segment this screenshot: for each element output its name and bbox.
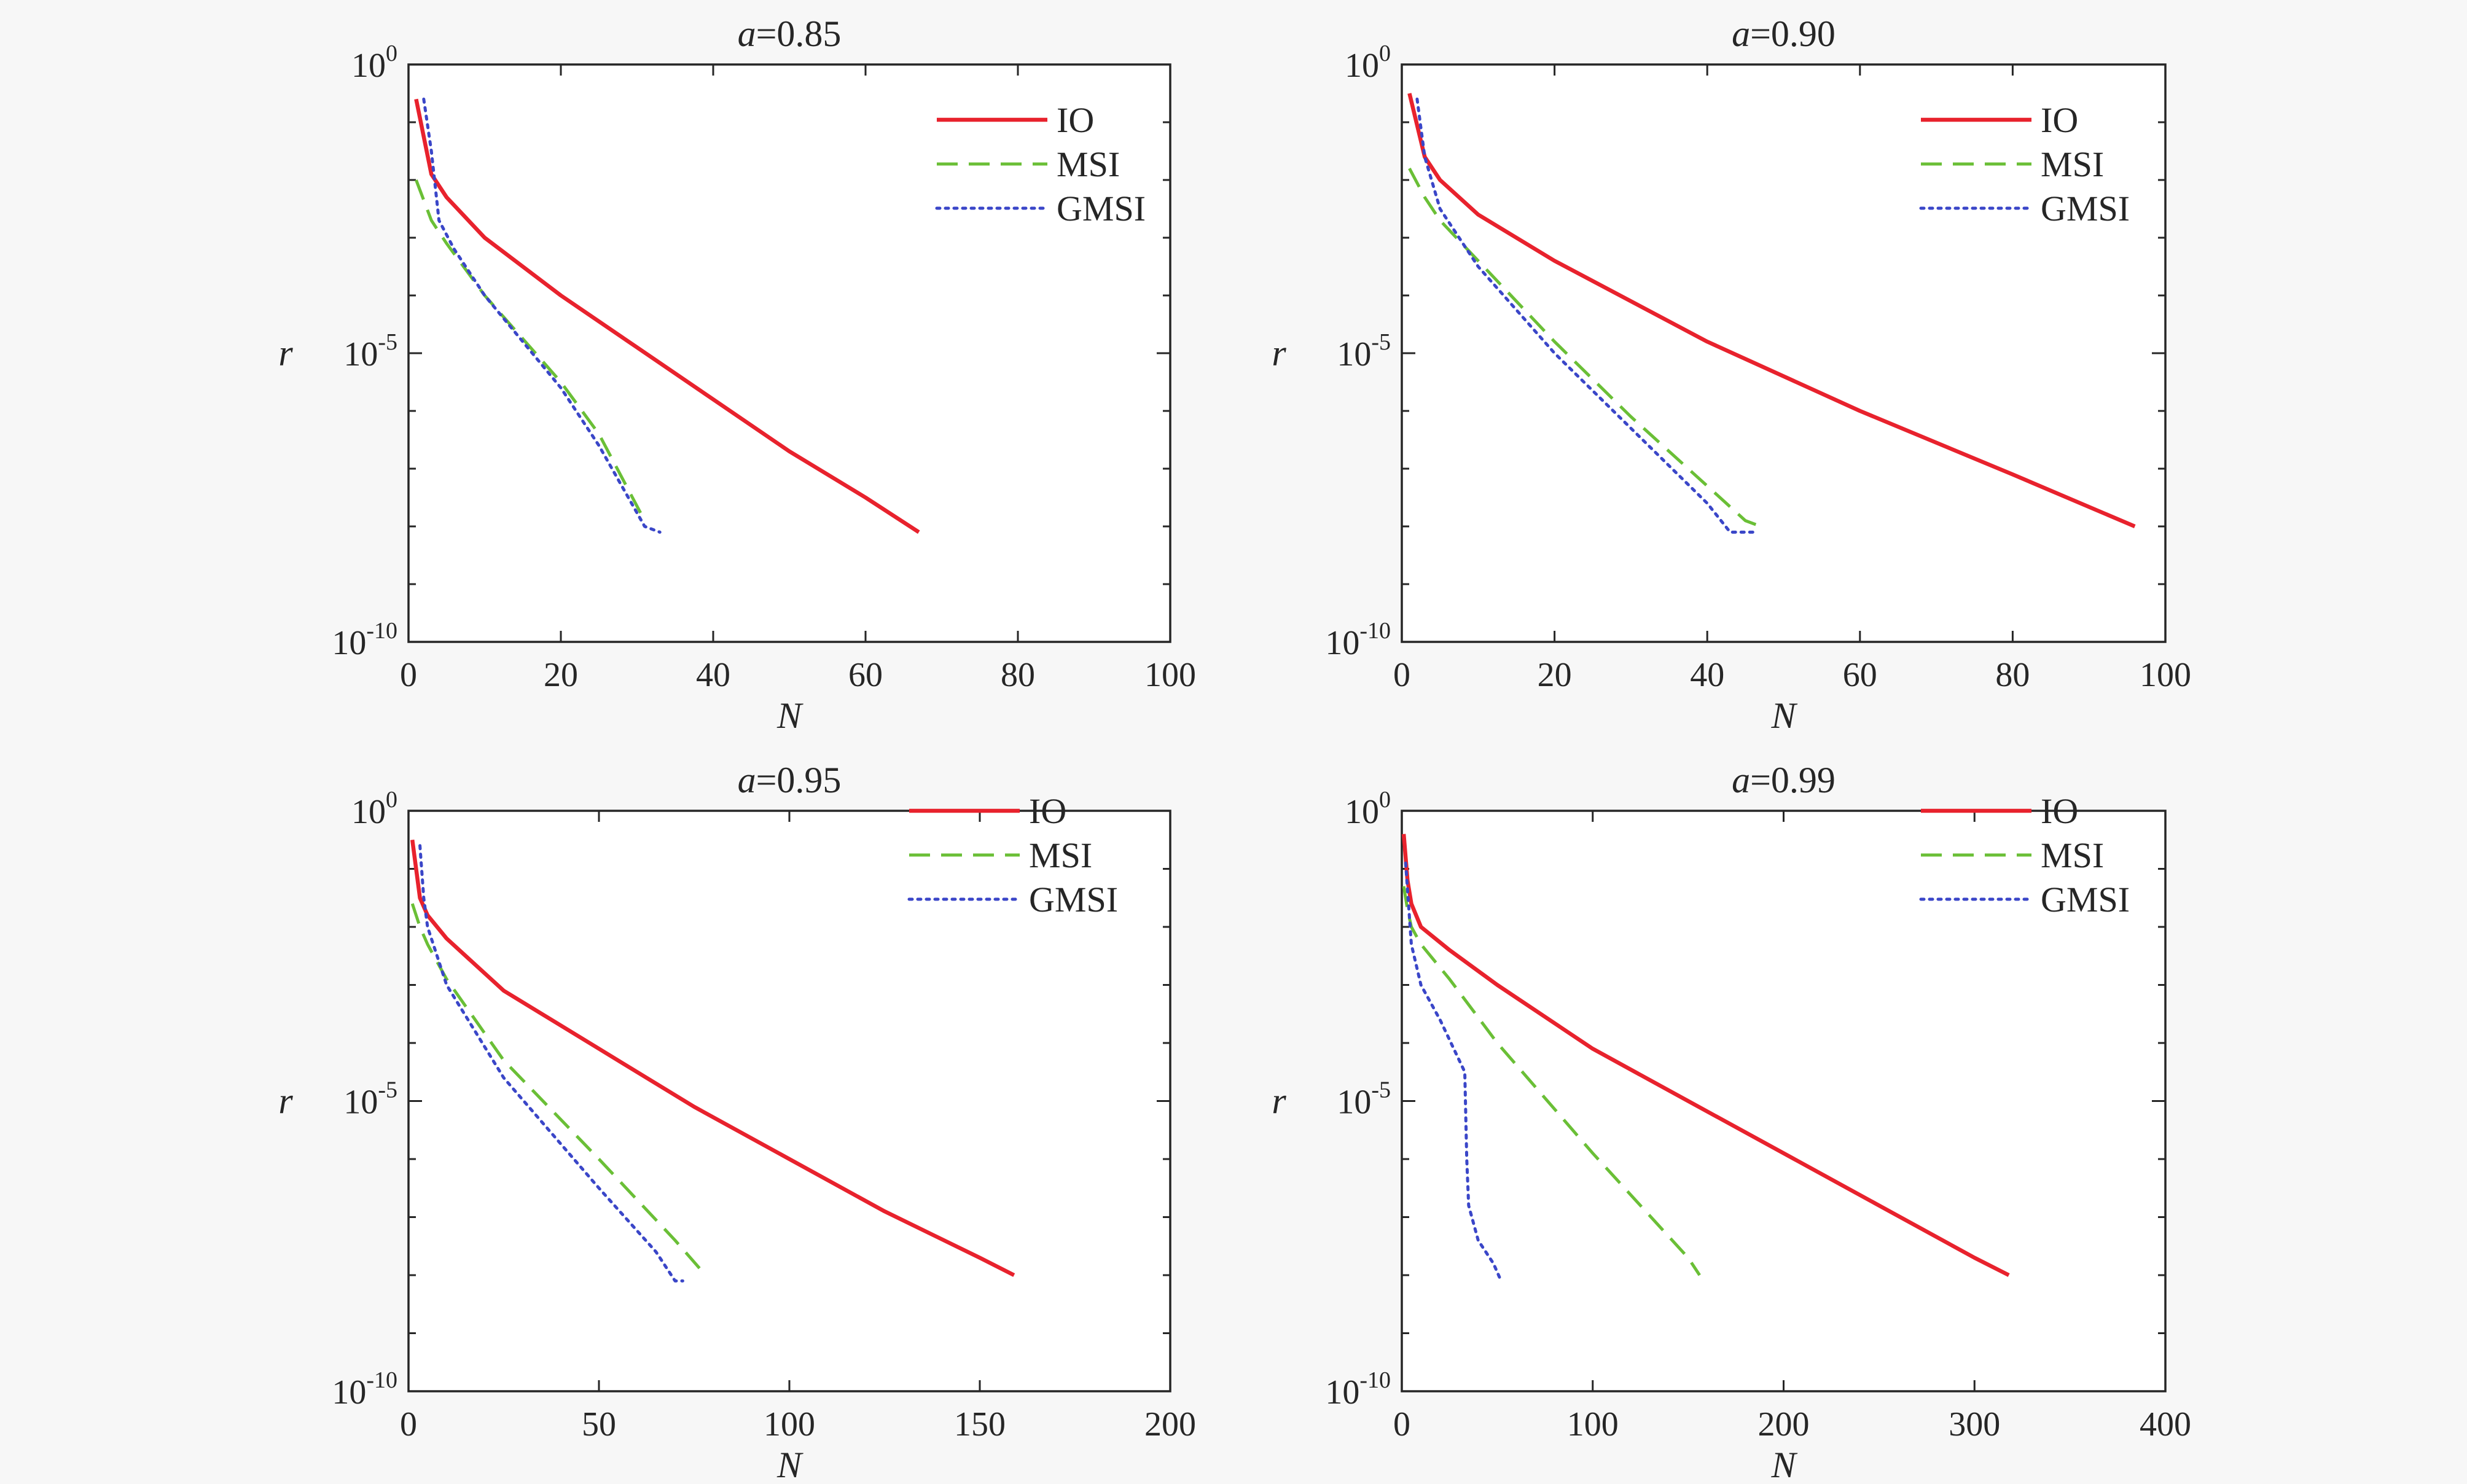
y-tick-label: 100: [351, 41, 397, 85]
x-tick-label: 0: [1393, 656, 1410, 694]
series-line-gmsi: [1404, 861, 1503, 1283]
series-line-io: [1407, 93, 2136, 528]
chart-title: a=0.95: [738, 760, 842, 800]
y-tick-label: 100: [351, 787, 397, 831]
series-line-gmsi: [422, 97, 662, 534]
x-tick-label: 40: [696, 656, 730, 694]
legend-label-gmsi: GMSI: [1057, 189, 1146, 228]
plot-area: [407, 63, 1171, 643]
x-tick-label: 200: [1144, 1405, 1196, 1443]
x-axis-label: N: [776, 695, 803, 736]
plot-area: [1401, 63, 2167, 643]
series-line-msi: [1402, 886, 1701, 1276]
series-line-msi: [410, 903, 707, 1276]
y-axis-label: r: [1272, 1081, 1286, 1122]
y-tick-label: 100: [1345, 41, 1391, 85]
x-tick-label: 100: [1144, 656, 1196, 694]
x-tick-label: 50: [582, 1405, 616, 1443]
legend-label-io: IO: [2041, 100, 2078, 140]
series-line-io: [414, 98, 920, 534]
x-tick-label: 0: [1393, 1405, 1410, 1443]
x-tick-label: 20: [544, 656, 578, 694]
x-tick-label: 60: [848, 656, 883, 694]
legend-label-msi: MSI: [1029, 835, 1092, 875]
x-tick-label: 100: [1567, 1405, 1619, 1443]
x-tick-label: 150: [954, 1405, 1006, 1443]
chart-title: a=0.90: [1732, 14, 1836, 54]
x-tick-label: 400: [2140, 1405, 2191, 1443]
y-tick-label: 10-5: [343, 1077, 397, 1122]
x-tick-label: 40: [1690, 656, 1724, 694]
y-tick-label: 10-5: [1337, 329, 1391, 373]
y-axis-label: r: [278, 333, 293, 373]
series-line-io: [1401, 834, 2010, 1277]
y-tick-label: 100: [1345, 787, 1391, 831]
x-tick-label: 200: [1758, 1405, 1810, 1443]
y-tick-label: 10-10: [332, 1367, 397, 1412]
series-line-gmsi: [1415, 97, 1755, 534]
legend-label-msi: MSI: [1057, 144, 1120, 184]
legend-label-io: IO: [2041, 791, 2078, 831]
y-tick-label: 10-10: [1325, 618, 1391, 662]
legend-label-gmsi: GMSI: [2041, 189, 2130, 228]
legend-label-io: IO: [1057, 100, 1094, 140]
series-line-gmsi: [418, 844, 684, 1283]
x-tick-label: 300: [1949, 1405, 2000, 1443]
chart-title: a=0.99: [1732, 760, 1836, 800]
y-tick-label: 10-5: [343, 329, 397, 373]
x-axis-label: N: [1770, 1445, 1797, 1484]
y-tick-label: 10-5: [1337, 1077, 1391, 1122]
x-tick-label: 60: [1843, 656, 1877, 694]
x-tick-label: 0: [400, 656, 417, 694]
x-tick-label: 80: [1001, 656, 1035, 694]
legend-label-msi: MSI: [2041, 144, 2104, 184]
x-tick-label: 20: [1538, 656, 1572, 694]
x-axis-label: N: [776, 1445, 803, 1484]
legend-label-io: IO: [1029, 791, 1066, 831]
legend-label-gmsi: GMSI: [2041, 880, 2130, 920]
series-line-msi: [1408, 168, 1762, 528]
x-tick-label: 100: [764, 1405, 815, 1443]
x-tick-label: 80: [1995, 656, 2030, 694]
legend-label-msi: MSI: [2041, 835, 2104, 875]
y-axis-label: r: [1272, 333, 1286, 373]
x-axis-label: N: [1770, 695, 1797, 736]
y-tick-label: 10-10: [332, 618, 397, 662]
legend-label-gmsi: GMSI: [1029, 880, 1118, 920]
y-axis-label: r: [278, 1081, 293, 1122]
x-tick-label: 0: [400, 1405, 417, 1443]
x-tick-label: 100: [2140, 656, 2191, 694]
plot-area: [407, 810, 1171, 1392]
y-tick-label: 10-10: [1325, 1367, 1391, 1412]
chart-title: a=0.85: [738, 14, 842, 54]
